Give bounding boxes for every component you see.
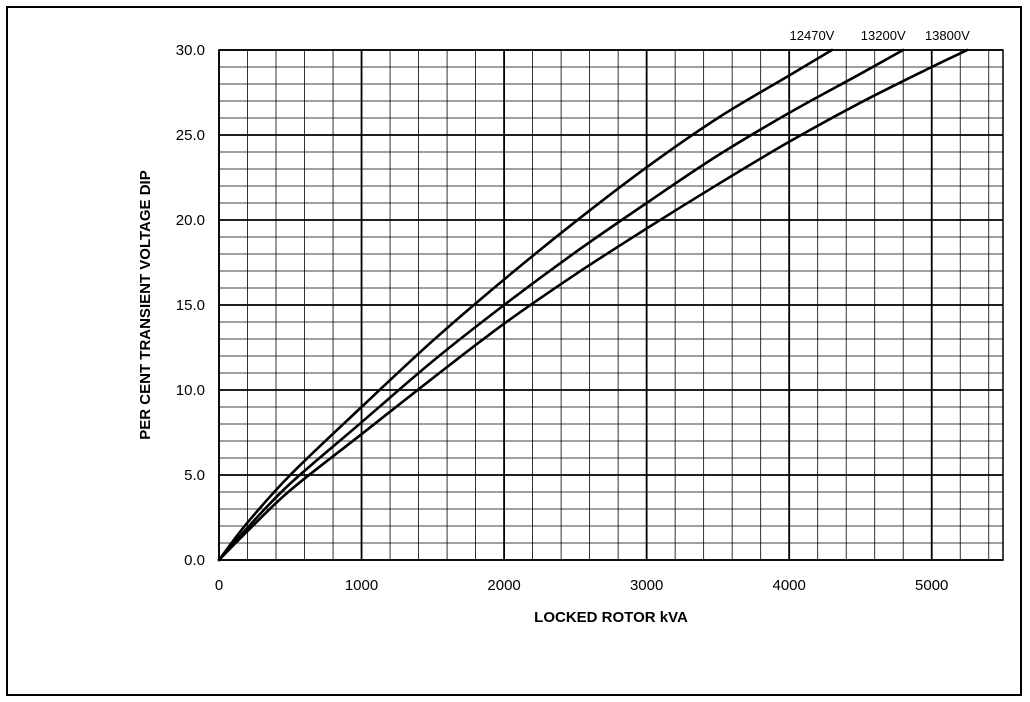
x-tick-label: 2000	[487, 577, 520, 594]
y-tick-label: 25.0	[176, 127, 205, 144]
y-tick-label: 15.0	[176, 297, 205, 314]
y-tick-label: 20.0	[176, 212, 205, 229]
x-tick-label: 1000	[345, 577, 378, 594]
major-grid	[218, 49, 1003, 561]
x-tick-label: 5000	[915, 577, 948, 594]
plot-area-border	[218, 49, 1004, 561]
y-tick-label: 30.0	[176, 42, 205, 59]
series-line	[217, 48, 905, 562]
y-tick-labels: 0.0 5.0 10.0 15.0 20.0 25.0 30.0	[176, 42, 205, 569]
series-label: 13200V	[861, 28, 906, 43]
chart-frame	[6, 6, 1022, 696]
x-tick-label: 4000	[772, 577, 805, 594]
series-line	[217, 48, 969, 562]
series-label: 13800V	[925, 28, 970, 43]
y-axis-title: PER CENT TRANSIENT VOLTAGE DIP	[137, 170, 154, 439]
series-labels: 12470V 13200V 13800V	[790, 28, 971, 43]
x-tick-label: 0	[215, 577, 223, 594]
x-tick-labels: 0 1000 2000 3000 4000 5000	[215, 577, 949, 594]
y-tick-label: 0.0	[184, 552, 205, 569]
x-axis-title: LOCKED ROTOR kVA	[534, 609, 688, 626]
series-label: 12470V	[790, 28, 835, 43]
y-tick-label: 5.0	[184, 467, 205, 484]
series-line	[217, 48, 834, 562]
x-tick-label: 3000	[630, 577, 663, 594]
y-tick-label: 10.0	[176, 382, 205, 399]
series-lines	[217, 48, 969, 562]
